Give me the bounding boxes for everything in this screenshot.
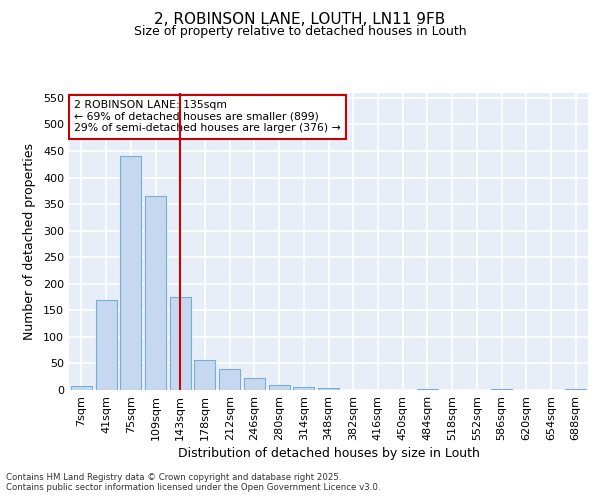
Bar <box>120 156 141 390</box>
Text: 2 ROBINSON LANE: 135sqm
← 69% of detached houses are smaller (899)
29% of semi-d: 2 ROBINSON LANE: 135sqm ← 69% of detache… <box>74 100 341 133</box>
Bar <box>219 369 240 390</box>
Y-axis label: Number of detached properties: Number of detached properties <box>23 143 36 340</box>
Bar <box>293 388 314 390</box>
Bar <box>244 378 265 390</box>
X-axis label: Distribution of detached houses by size in Louth: Distribution of detached houses by size … <box>178 447 479 460</box>
Bar <box>194 360 215 390</box>
Text: Size of property relative to detached houses in Louth: Size of property relative to detached ho… <box>134 25 466 38</box>
Bar <box>71 386 92 390</box>
Bar <box>95 300 116 390</box>
Text: Contains HM Land Registry data © Crown copyright and database right 2025.: Contains HM Land Registry data © Crown c… <box>6 474 341 482</box>
Text: 2, ROBINSON LANE, LOUTH, LN11 9FB: 2, ROBINSON LANE, LOUTH, LN11 9FB <box>154 12 446 28</box>
Bar <box>318 388 339 390</box>
Text: Contains public sector information licensed under the Open Government Licence v3: Contains public sector information licen… <box>6 484 380 492</box>
Bar <box>145 196 166 390</box>
Bar <box>269 384 290 390</box>
Bar <box>170 297 191 390</box>
